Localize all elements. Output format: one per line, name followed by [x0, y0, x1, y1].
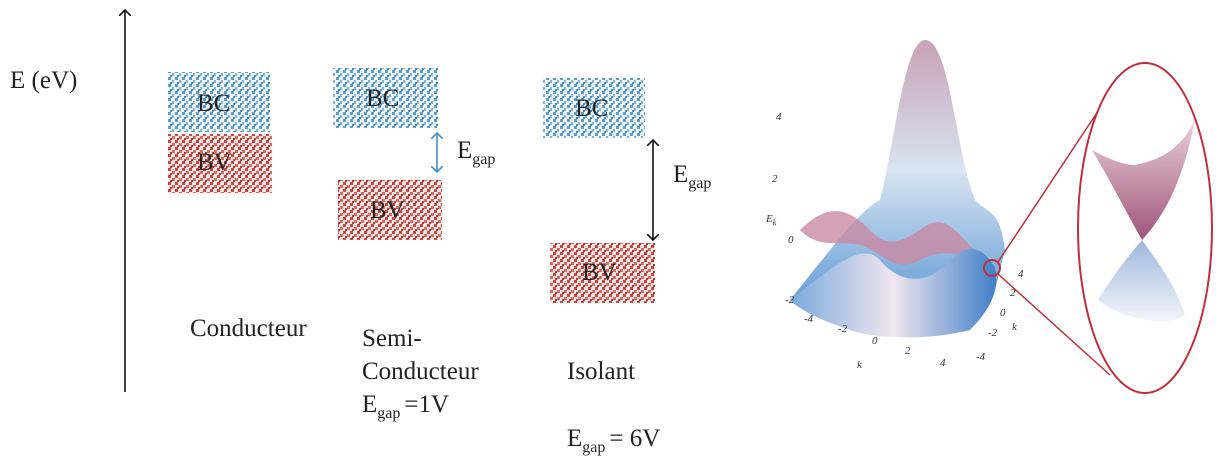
bv-label: BV [370, 197, 405, 224]
y-tick: 0 [1000, 307, 1006, 319]
gap-main: E [457, 137, 472, 164]
y-tick: 4 [1018, 268, 1024, 280]
z-tick: 0 [788, 234, 794, 246]
gap-label: Egap [673, 161, 711, 192]
column-name: Isolant [567, 358, 635, 385]
x-tick: 0 [872, 335, 878, 347]
x-label: k [857, 359, 863, 371]
gap-main: E [673, 161, 688, 188]
gap-label: Egap [457, 137, 495, 168]
gap-main: E [362, 391, 377, 418]
z-label: Ek [765, 213, 777, 227]
y-tick: -2 [988, 327, 998, 339]
semiconductor-column: BC BV Egap Semi- Conducteur Egap=1V [333, 68, 495, 422]
z-label-sub: k [773, 218, 777, 227]
column-name-line1: Semi- [362, 325, 422, 352]
y-tick: -4 [976, 351, 986, 363]
bv-label: BV [582, 259, 617, 286]
column-name-line2: Conducteur [362, 358, 479, 385]
y-tick: 2 [1010, 287, 1016, 299]
insulator-column: BC BV Egap Isolant Egap= 6V [543, 78, 711, 456]
z-tick: 2 [772, 173, 778, 185]
bc-label: BC [575, 95, 608, 122]
gap-value: Egap= 6V [567, 425, 660, 456]
conductor-column: BC BV Conducteur [168, 72, 307, 342]
bc-label: BC [366, 85, 399, 112]
x-tick: -2 [838, 323, 848, 335]
gap-sub: gap [377, 405, 400, 422]
x-tick: 4 [940, 357, 946, 369]
bv-label: BV [197, 149, 232, 176]
gap-rest: =1V [404, 391, 449, 418]
x-tick: 2 [905, 345, 911, 357]
x-tick: -4 [804, 313, 814, 325]
gap-value: Egap=1V [362, 391, 449, 422]
gap-main: E [567, 425, 582, 452]
y-label: k [1012, 321, 1018, 333]
band-structure-plot: 4 2 0 -2 Ek -4 -2 0 2 4 k 4 2 0 -2 -4 k [765, 40, 1212, 393]
gap-sub: gap [582, 439, 605, 456]
diagram: E (eV) BC BV Conducteur BC BV Egap Semi-… [0, 0, 1219, 457]
z-tick: 4 [776, 111, 782, 123]
gap-sub: gap [472, 151, 495, 168]
gap-sub: gap [688, 175, 711, 192]
column-name: Conducteur [190, 315, 307, 342]
z-tick: -2 [785, 294, 795, 306]
gap-rest: = 6V [609, 425, 660, 452]
axis-label: E (eV) [10, 67, 77, 94]
bc-label: BC [197, 90, 230, 117]
